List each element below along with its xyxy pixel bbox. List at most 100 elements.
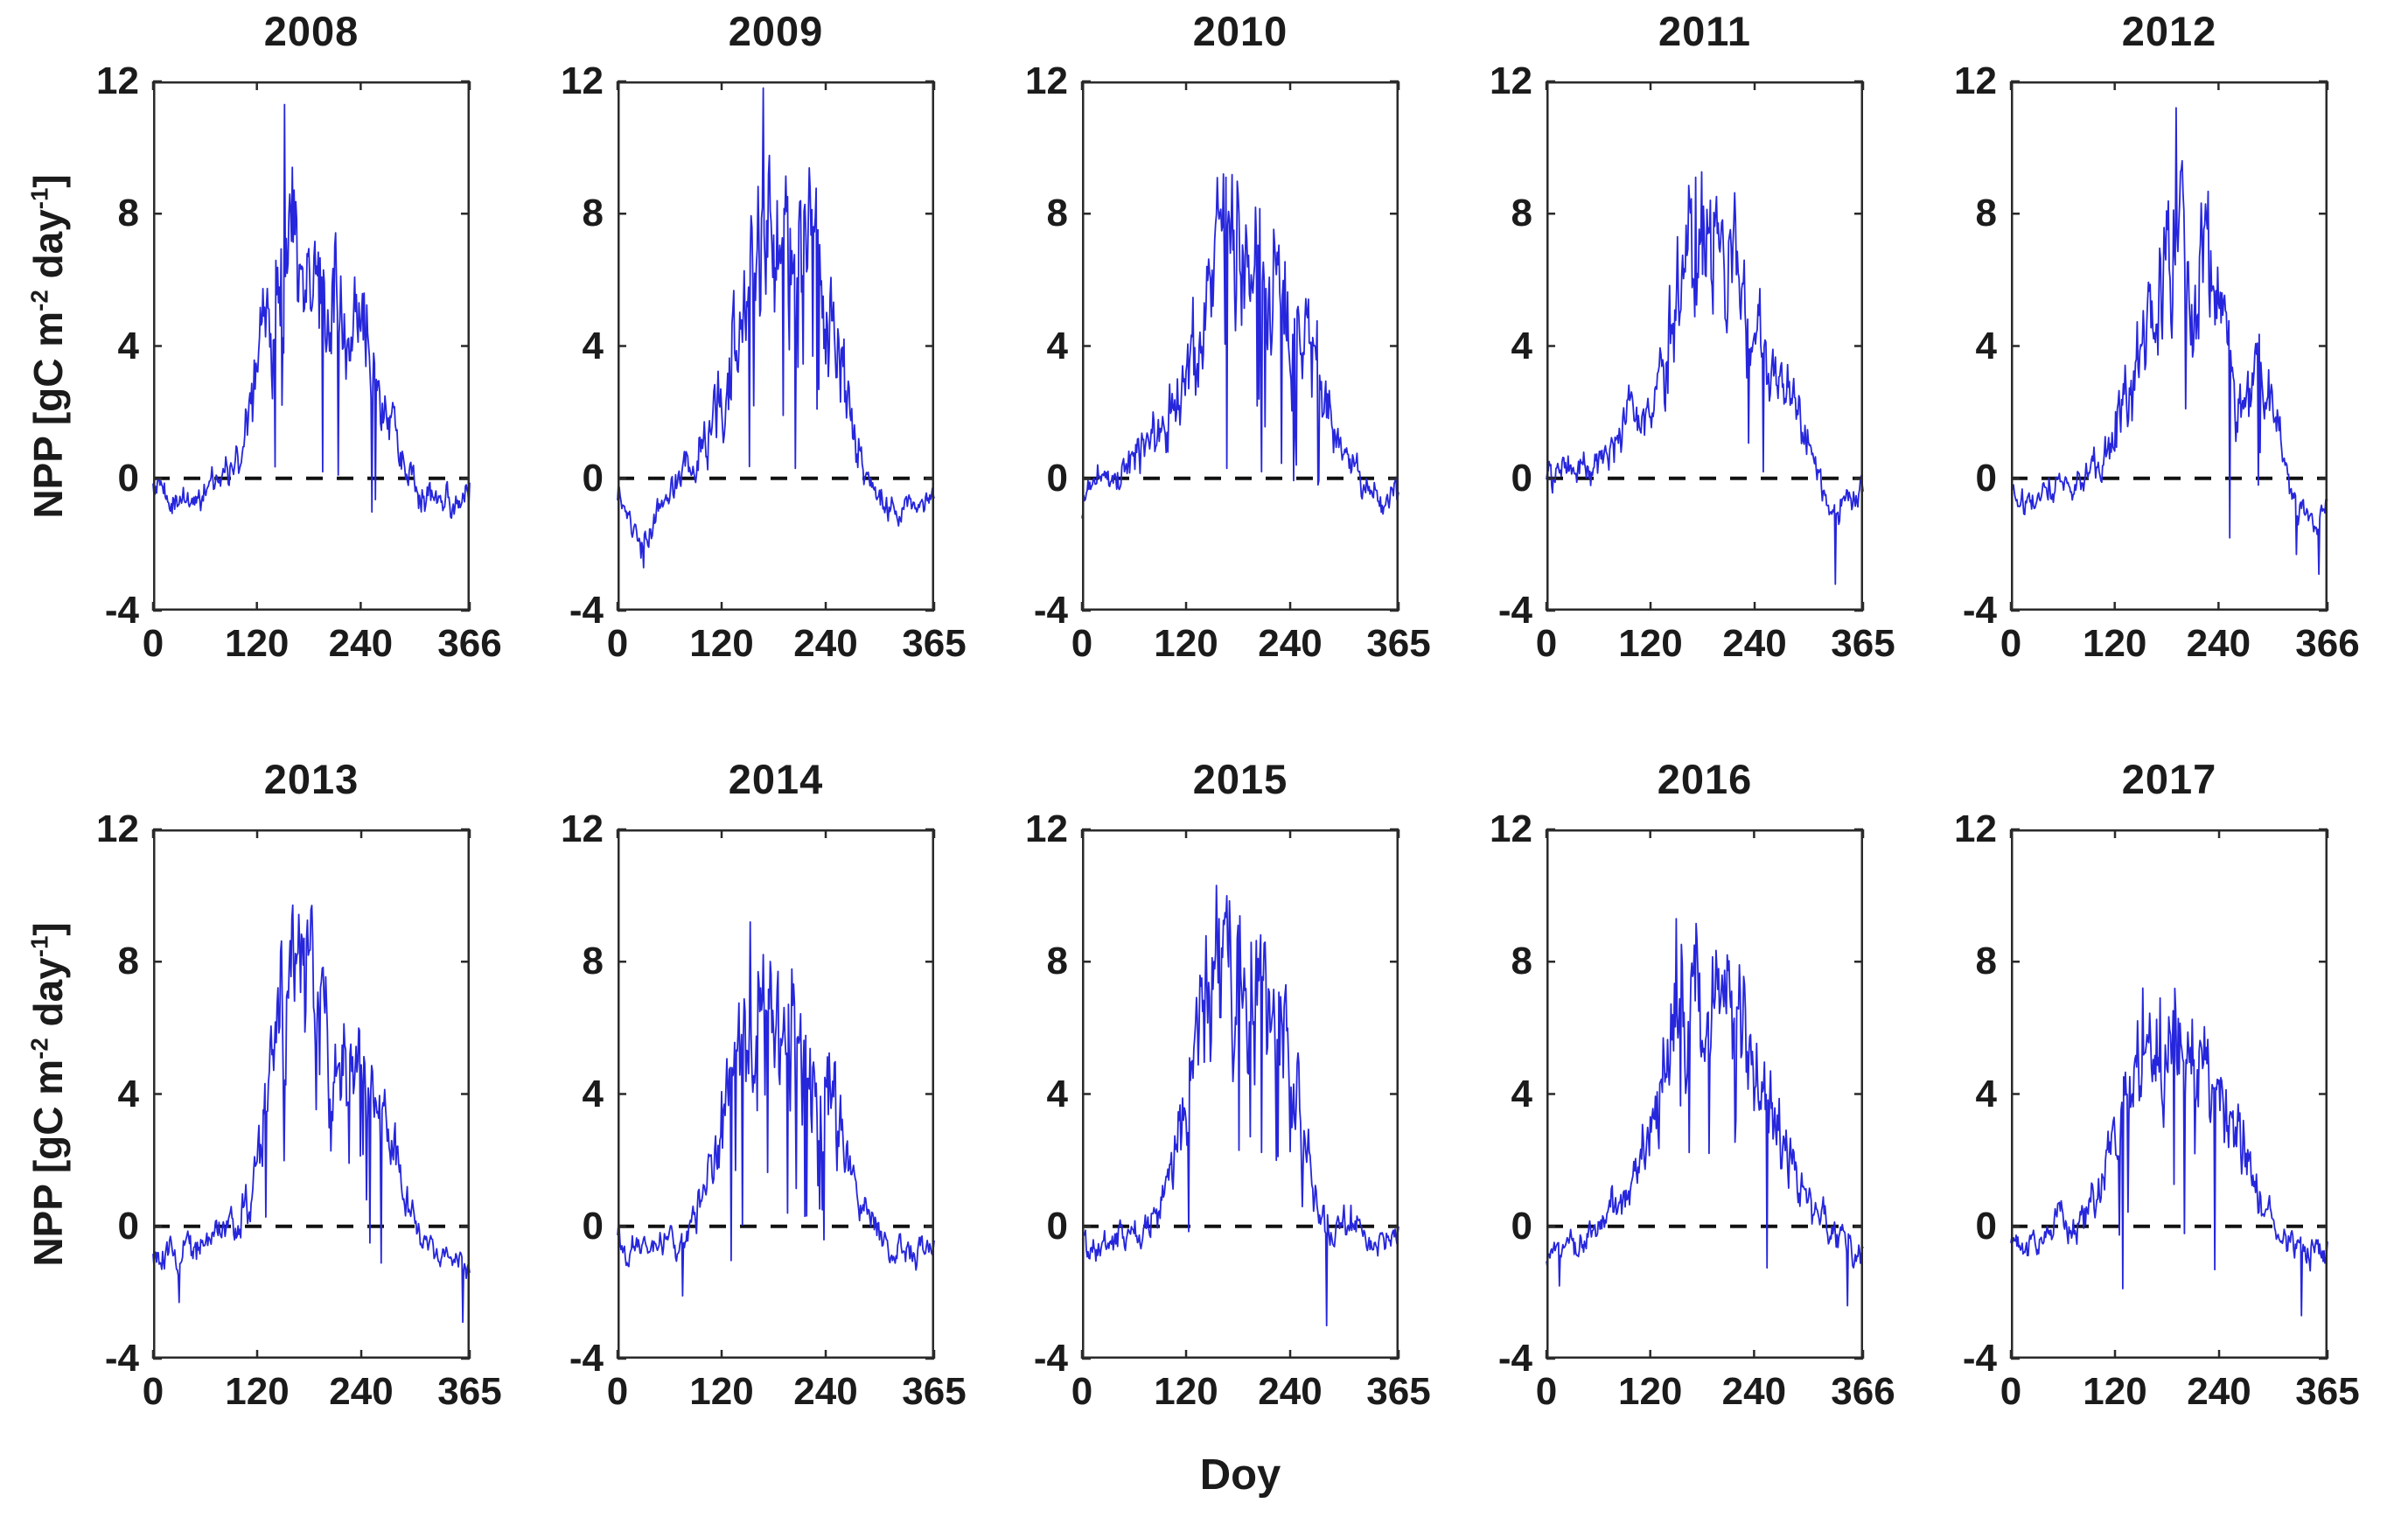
x-tick-label: 120 [689, 622, 754, 665]
y-tick-label: 0 [117, 456, 139, 500]
x-tick-label: 240 [1258, 1370, 1323, 1413]
y-tick-label: 0 [1975, 456, 1997, 500]
y-tick-label: 4 [1511, 1072, 1532, 1115]
y-tick-label: -4 [1497, 589, 1532, 632]
x-tick-label: 240 [1722, 622, 1787, 665]
x-tick-label: 120 [1154, 1370, 1218, 1413]
y-tick-label: 0 [1511, 1204, 1532, 1248]
npp-series-line-2014 [617, 921, 935, 1297]
x-tick-label: 365 [902, 1370, 967, 1413]
subplot-2010: 2010 -4 0 4 8 12 0 120 240 365 [1025, 8, 1431, 665]
y-tick-label: -4 [1497, 1337, 1532, 1380]
x-axis-label: Doy [1199, 1451, 1281, 1499]
y-tick-label: 12 [96, 59, 139, 102]
x-tick-label: 0 [1535, 622, 1558, 665]
subplot-2012: 2012 -4 0 4 8 12 0 120 240 366 [1954, 8, 2360, 665]
npp-series-line-2013 [152, 904, 471, 1324]
y-tick-label: 8 [1975, 940, 1997, 983]
y-tick-label: 12 [1025, 59, 1068, 102]
y-tick-label: 0 [582, 456, 604, 500]
plot-area-2008 [151, 80, 471, 612]
y-axis-label-sup-2: -2 [25, 1037, 53, 1059]
y-tick-label: 4 [1975, 324, 1997, 367]
x-tick-label: 365 [1366, 1370, 1431, 1413]
y-tick-label: 0 [582, 1204, 604, 1248]
y-tick-label: -4 [1962, 1337, 1997, 1380]
plot-area-2013 [151, 828, 471, 1360]
y-tick-label: -4 [569, 1337, 604, 1380]
y-tick-label: 12 [561, 59, 604, 102]
y-tick-label: 4 [1046, 1072, 1068, 1115]
y-tick-label: -4 [569, 589, 604, 632]
y-tick-label: 12 [561, 807, 604, 850]
plot-area-2015 [1080, 828, 1400, 1360]
x-tick-label: 0 [142, 622, 164, 665]
y-tick-label: 12 [96, 807, 139, 850]
x-tick-label: 120 [1617, 1370, 1683, 1413]
y-tick-label: 8 [1975, 192, 1997, 235]
y-tick-label: 8 [1511, 192, 1532, 235]
npp-series-line-2011 [1546, 171, 1864, 585]
y-axis-label-text: ] [25, 173, 71, 188]
axes-box [1546, 81, 1863, 611]
plot-area-2014 [616, 828, 936, 1360]
subplot-title: 2011 [1658, 8, 1751, 54]
plot-area-2012 [2009, 80, 2329, 612]
x-tick-label: 365 [1366, 622, 1431, 665]
x-tick-label: 0 [1071, 1370, 1093, 1413]
plot-area-2017 [2009, 828, 2329, 1360]
y-tick-label: 0 [1046, 456, 1068, 500]
axes-box [153, 81, 470, 611]
npp-series-line-2009 [617, 87, 935, 569]
x-tick-label: 240 [329, 1370, 394, 1413]
x-tick-label: 0 [1535, 1370, 1558, 1413]
axes-box [1082, 81, 1399, 611]
y-tick-label: 0 [1046, 1204, 1068, 1248]
y-tick-label: 8 [117, 192, 139, 235]
y-tick-label: 12 [1954, 59, 1997, 102]
npp-series-line-2008 [152, 103, 471, 520]
x-tick-label: 0 [606, 622, 629, 665]
x-tick-label: 365 [437, 1370, 502, 1413]
y-tick-label: -4 [1033, 589, 1068, 632]
x-tick-label: 120 [225, 1370, 290, 1413]
subplot-title: 2015 [1192, 756, 1288, 802]
x-tick-label: 0 [1071, 622, 1093, 665]
x-tick-label: 120 [1154, 622, 1218, 665]
x-tick-label: 0 [142, 1370, 164, 1413]
x-tick-label: 0 [606, 1370, 629, 1413]
x-tick-label: 0 [2000, 1370, 2022, 1413]
axes-box [1546, 829, 1863, 1359]
subplot-title: 2017 [2121, 756, 2217, 802]
y-tick-label: 0 [117, 1204, 139, 1248]
plot-area-2010 [1080, 80, 1400, 612]
x-tick-label: 366 [2295, 622, 2360, 665]
y-tick-label: 0 [1975, 1204, 1997, 1248]
y-axis-label-text: ] [25, 921, 71, 936]
y-tick-label: 12 [1490, 59, 1532, 102]
x-tick-label: 240 [1721, 1370, 1787, 1413]
npp-series-line-2015 [1081, 884, 1399, 1327]
x-tick-label: 240 [1258, 622, 1323, 665]
x-tick-label: 120 [224, 622, 290, 665]
axes-box [1082, 829, 1399, 1359]
x-tick-label: 365 [1831, 622, 1895, 665]
subplot-2008: 2008 -4 0 4 8 12 0 120 240 366 [96, 8, 502, 665]
y-tick-label: 4 [117, 1072, 139, 1115]
subplot-2016: 2016 -4 0 4 8 12 0 120 240 366 [1490, 756, 1895, 1413]
subplot-title: 2012 [2121, 8, 2217, 54]
y-tick-label: 12 [1490, 807, 1532, 850]
x-tick-label: 366 [437, 622, 502, 665]
x-tick-label: 120 [2083, 1370, 2147, 1413]
y-tick-label: 8 [1046, 940, 1068, 983]
npp-series-line-2017 [2010, 987, 2328, 1317]
subplot-title: 2014 [728, 756, 824, 802]
npp-series-line-2010 [1081, 173, 1399, 519]
axes-box [618, 829, 934, 1359]
y-tick-label: 0 [1511, 456, 1532, 500]
subplot-2011: 2011 -4 0 4 8 12 0 120 240 365 [1490, 8, 1895, 665]
x-tick-label: 0 [2000, 622, 2022, 665]
x-tick-label: 240 [793, 1370, 858, 1413]
plot-area-2009 [616, 80, 936, 612]
y-tick-label: 4 [1975, 1072, 1997, 1115]
